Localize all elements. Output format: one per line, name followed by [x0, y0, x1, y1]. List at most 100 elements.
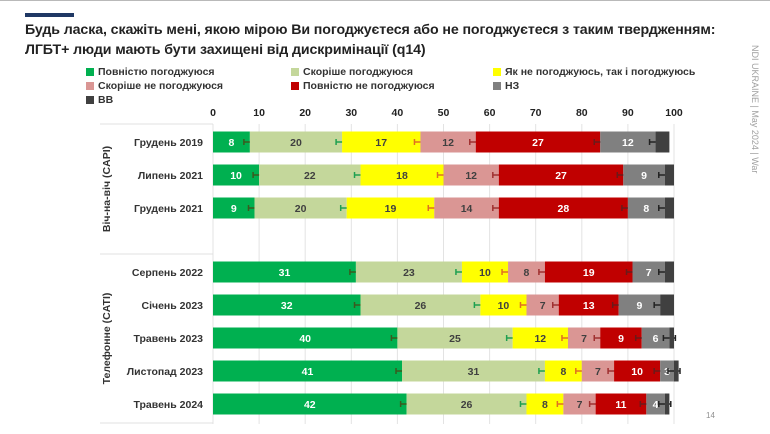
data-label: 32	[281, 300, 293, 312]
bar-segment	[674, 360, 679, 382]
group-label: Віч-на-віч (CAPI)	[101, 146, 113, 232]
bar-segment	[567, 327, 601, 349]
legend-swatch	[291, 68, 299, 76]
bar-segment	[646, 393, 665, 415]
data-label: 28	[558, 203, 570, 215]
bar-segment	[664, 261, 674, 283]
bar-segment	[346, 197, 435, 219]
bar-segment	[641, 327, 670, 349]
page-number: 14	[706, 411, 715, 420]
bar-segment	[623, 164, 665, 186]
bar-segment	[660, 360, 674, 382]
bar-segment	[259, 164, 361, 186]
legend-label: Повністю не погоджуюся	[303, 80, 435, 92]
category-label: Січень 2023	[141, 300, 203, 312]
category-label: Травень 2024	[134, 399, 204, 411]
category-label: Травень 2023	[134, 333, 204, 345]
legend-item-dont-know: НЗ	[493, 80, 519, 92]
data-label: 12	[442, 137, 454, 149]
bar-segment	[475, 131, 601, 153]
x-tick-label: 60	[484, 107, 496, 119]
legend-item-fully-agree: Повністю погоджуюся	[86, 66, 215, 78]
legend-swatch	[493, 82, 501, 90]
title-line-2: ЛГБТ+ люди мають бути захищені від дискр…	[25, 42, 426, 58]
bar-segment	[632, 261, 665, 283]
data-label: 10	[498, 300, 510, 312]
data-label: 12	[622, 137, 634, 149]
category-label: Листопад 2023	[127, 366, 203, 378]
legend-item-rather-disagree: Скоріше не погоджуюся	[86, 80, 223, 92]
data-label: 23	[403, 267, 415, 279]
legend-swatch	[291, 82, 299, 90]
x-tick-label: 100	[665, 107, 683, 119]
legend-label: Як не погоджуюсь, так і погоджуюсь	[505, 66, 696, 78]
data-label: 8	[229, 137, 235, 149]
data-label: 7	[540, 300, 546, 312]
bar-segment	[669, 327, 674, 349]
bar-segment	[664, 197, 674, 219]
bar-segment	[360, 294, 481, 316]
bar-segment	[213, 164, 260, 186]
data-label: 19	[583, 267, 595, 279]
data-label: 13	[583, 300, 595, 312]
bar-segment	[544, 360, 582, 382]
data-label: 9	[637, 300, 643, 312]
bar-segment	[498, 164, 624, 186]
bar-segment	[618, 294, 661, 316]
bar-segment	[249, 131, 343, 153]
category-label: Грудень 2019	[134, 137, 203, 149]
data-label: 20	[295, 203, 307, 215]
bar-segment	[508, 261, 545, 283]
category-label: Серпень 2022	[132, 267, 203, 279]
data-label: 9	[618, 333, 624, 345]
bar-segment	[544, 261, 633, 283]
legend-swatch	[86, 82, 94, 90]
data-label: 27	[555, 170, 567, 182]
x-tick-label: 40	[392, 107, 404, 119]
group-label: Телефонне (CATI)	[101, 293, 113, 385]
data-label: 31	[279, 267, 291, 279]
data-label: 9	[641, 170, 647, 182]
legend-item-rather-agree: Скоріше погоджуюся	[291, 66, 413, 78]
data-label: 7	[646, 267, 652, 279]
bar-segment	[512, 327, 568, 349]
data-label: 8	[643, 203, 649, 215]
x-tick-label: 0	[210, 107, 216, 119]
data-label: 8	[524, 267, 530, 279]
data-label: 3	[664, 366, 670, 378]
legend-label: НЗ	[505, 80, 520, 92]
bar-segment	[461, 261, 509, 283]
bar-segment	[600, 327, 642, 349]
data-label: 7	[581, 333, 587, 345]
bar-segment	[558, 294, 619, 316]
x-tick-label: 50	[438, 107, 450, 119]
bar-segment	[434, 197, 499, 219]
category-label: Липень 2021	[138, 170, 203, 182]
bar-segment	[406, 393, 527, 415]
legend-label: Повністю погоджуюся	[98, 66, 215, 78]
data-label: 7	[595, 366, 601, 378]
data-label: 4	[653, 399, 659, 411]
x-tick-label: 20	[299, 107, 311, 119]
data-label: 7	[577, 399, 583, 411]
data-label: 14	[461, 203, 473, 215]
bar-segment	[402, 360, 545, 382]
bar-segment	[360, 164, 444, 186]
data-label: 17	[375, 137, 387, 149]
data-label: 22	[304, 170, 316, 182]
legend-swatch	[493, 68, 501, 76]
data-label: 42	[304, 399, 316, 411]
data-label: 10	[479, 267, 491, 279]
data-label: 41	[302, 366, 314, 378]
data-label: 25	[449, 333, 461, 345]
legend-label: ВВ	[98, 94, 114, 106]
data-label: 18	[396, 170, 408, 182]
bar-segment	[420, 131, 476, 153]
bar-segment	[213, 360, 403, 382]
x-tick-label: 70	[530, 107, 542, 119]
data-label: 10	[230, 170, 242, 182]
data-label: 8	[560, 366, 566, 378]
bar-segment	[563, 393, 596, 415]
legend-swatch	[86, 68, 94, 76]
